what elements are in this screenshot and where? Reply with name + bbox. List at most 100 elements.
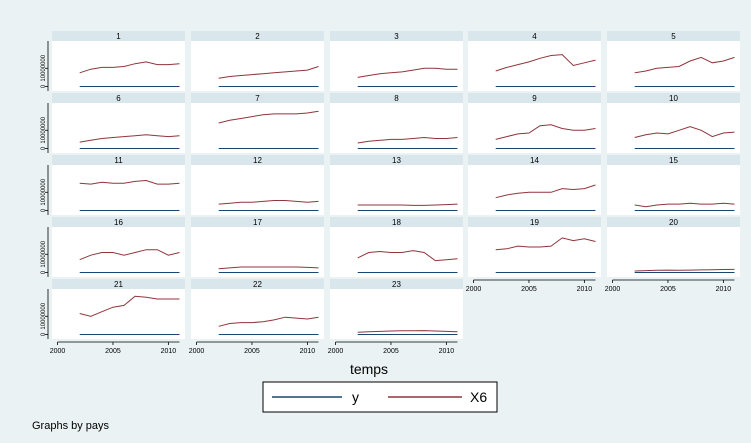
panel-title-4: 4 [532, 32, 537, 41]
series-x6-line-4 [495, 54, 596, 72]
series-x6-line-12 [218, 200, 319, 205]
legend-label-y: y [352, 389, 359, 405]
y-tick-label-21-1: 10000000 [41, 302, 47, 329]
facet-note: Graphs by pays [32, 420, 110, 432]
panel-title-10: 10 [669, 94, 678, 103]
series-x6-line-20 [634, 268, 735, 272]
x-tick-label-19-1: 2005 [521, 286, 537, 293]
panel-plot-15 [607, 165, 740, 215]
panel-plot-4 [468, 41, 601, 91]
series-x6-line-14 [495, 184, 596, 199]
y-tick-label-11-0: 0 [41, 208, 47, 212]
panel-strip-10 [607, 93, 740, 103]
x-tick-label-20-0: 2000 [605, 286, 621, 293]
panel-title-7: 7 [255, 94, 260, 103]
panel-title-21: 21 [114, 280, 123, 289]
series-x6-line-1 [79, 61, 180, 74]
panel-strip-3 [330, 31, 463, 41]
panel-title-23: 23 [392, 280, 401, 289]
series-x6-line-7 [218, 110, 319, 124]
legend-label-x6: X6 [470, 389, 487, 405]
panel-title-17: 17 [253, 218, 262, 227]
x-tick-label-22-2: 2010 [300, 348, 316, 355]
series-x6-line-8 [357, 136, 458, 144]
panel-strip-14 [468, 155, 601, 165]
y-tick-label-16-1: 10000000 [41, 240, 47, 267]
panel-plot-14 [468, 165, 601, 215]
panel-title-1: 1 [116, 32, 121, 41]
panel-title-11: 11 [114, 156, 123, 165]
series-x6-line-13 [357, 203, 458, 206]
panel-strip-7 [191, 93, 324, 103]
x-tick-label-21-1: 2005 [105, 348, 121, 355]
panel-plot-2 [191, 41, 324, 91]
panel-strip-23 [330, 279, 463, 289]
panel-title-2: 2 [255, 32, 260, 41]
panel-plot-21 [52, 289, 185, 339]
panel-plot-7 [191, 103, 324, 153]
panel-title-13: 13 [392, 156, 401, 165]
series-x6-line-10 [634, 126, 735, 138]
panel-plot-3 [330, 41, 463, 91]
panel-title-20: 20 [669, 218, 678, 227]
series-x6-line-2 [218, 66, 319, 79]
series-x6-line-3 [357, 67, 458, 78]
series-x6-line-6 [79, 134, 180, 143]
panel-plot-22 [191, 289, 324, 339]
panel-title-12: 12 [253, 156, 262, 165]
panel-strip-21 [52, 279, 185, 289]
panel-plot-8 [330, 103, 463, 153]
outer-axes: 0 10000000 0 10000000 0 10000000 0 10000000 2000… [41, 41, 735, 355]
panel-strip-4 [468, 31, 601, 41]
panel-plot-19 [468, 227, 601, 277]
panel-title-22: 22 [253, 280, 262, 289]
panel-plot-1 [52, 41, 185, 91]
x-tick-label-19-0: 2000 [466, 286, 482, 293]
series-x6-line-9 [495, 124, 596, 140]
panel-plot-10 [607, 103, 740, 153]
panel-strip-17 [191, 217, 324, 227]
panel-plot-6 [52, 103, 185, 153]
panel-plot-13 [330, 165, 463, 215]
panel-plot-5 [607, 41, 740, 91]
x-tick-label-19-2: 2010 [577, 286, 593, 293]
panel-title-9: 9 [532, 94, 537, 103]
panel-strip-9 [468, 93, 601, 103]
panel-title-18: 18 [392, 218, 401, 227]
panel-title-16: 16 [114, 218, 123, 227]
panel-strip-1 [52, 31, 185, 41]
panel-strip-11 [52, 155, 185, 165]
y-tick-label-6-0: 0 [41, 146, 47, 150]
y-tick-label-1-1: 10000000 [41, 54, 47, 81]
x-tick-label-22-1: 2005 [244, 348, 260, 355]
panel-plot-12 [191, 165, 324, 215]
series-x6-line-16 [79, 249, 180, 261]
series-x6-line-21 [79, 295, 180, 317]
panel-plot-16 [52, 227, 185, 277]
panel-strip-5 [607, 31, 740, 41]
panel-strip-20 [607, 217, 740, 227]
panel-title-5: 5 [671, 32, 676, 41]
y-tick-label-21-0: 0 [41, 332, 47, 336]
panel-title-14: 14 [530, 156, 539, 165]
y-tick-label-6-1: 10000000 [41, 116, 47, 143]
panel-strip-16 [52, 217, 185, 227]
series-x6-line-11 [79, 179, 180, 185]
panel-strip-2 [191, 31, 324, 41]
panel-strip-15 [607, 155, 740, 165]
panel-title-15: 15 [669, 156, 678, 165]
x-tick-label-23-1: 2005 [383, 348, 399, 355]
x-axis-title: temps [350, 361, 388, 377]
panel-strip-12 [191, 155, 324, 165]
x-tick-label-21-2: 2010 [161, 348, 177, 355]
panel-plot-17 [191, 227, 324, 277]
x-tick-label-23-2: 2010 [439, 348, 455, 355]
y-tick-label-11-1: 10000000 [41, 178, 47, 205]
panel-strip-6 [52, 93, 185, 103]
y-tick-label-16-0: 0 [41, 270, 47, 274]
series-x6-line-17 [218, 266, 319, 270]
panel-title-8: 8 [394, 94, 399, 103]
x-tick-label-23-0: 2000 [328, 348, 344, 355]
